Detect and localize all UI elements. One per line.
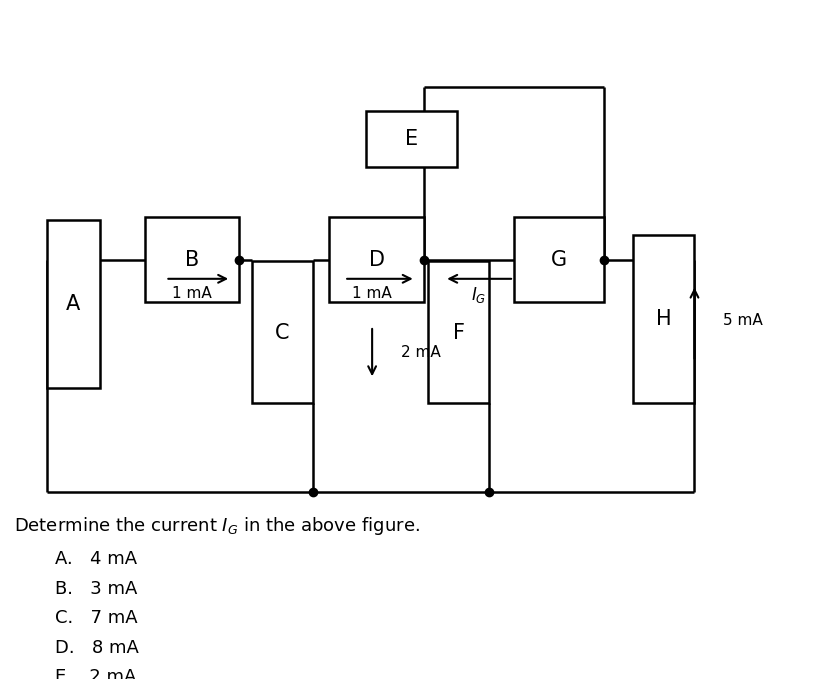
Text: 1 mA: 1 mA <box>352 286 392 301</box>
Text: C.   7 mA: C. 7 mA <box>54 609 137 627</box>
Text: A: A <box>66 294 81 314</box>
Bar <box>514 217 604 302</box>
Text: 2 mA: 2 mA <box>401 345 440 360</box>
Bar <box>366 111 457 166</box>
Text: $I_G$: $I_G$ <box>471 285 486 305</box>
Bar <box>145 217 239 302</box>
Text: 5 mA: 5 mA <box>723 312 763 328</box>
Text: B: B <box>185 250 199 270</box>
Text: A.   4 mA: A. 4 mA <box>54 550 137 568</box>
Text: B.   3 mA: B. 3 mA <box>54 580 137 598</box>
Bar <box>47 220 100 388</box>
Bar <box>252 261 313 403</box>
Bar <box>633 234 695 403</box>
Bar <box>428 261 490 403</box>
Text: D.   8 mA: D. 8 mA <box>54 639 138 657</box>
Text: C: C <box>275 323 290 344</box>
Text: E: E <box>405 128 418 149</box>
Text: D: D <box>369 250 384 270</box>
Bar <box>329 217 424 302</box>
Text: H: H <box>656 309 672 329</box>
Text: E.   2 mA: E. 2 mA <box>54 668 136 679</box>
Text: 1 mA: 1 mA <box>172 286 212 301</box>
Text: F: F <box>453 323 465 344</box>
Text: Determine the current $I_G$ in the above figure.: Determine the current $I_G$ in the above… <box>14 515 420 537</box>
Text: G: G <box>551 250 567 270</box>
